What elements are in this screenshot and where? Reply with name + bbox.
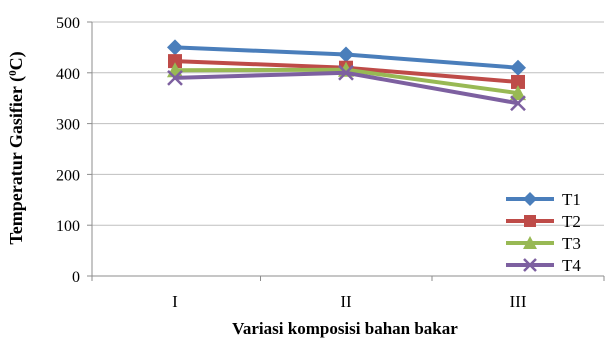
diamond-marker xyxy=(167,39,183,56)
legend-label: T4 xyxy=(562,256,581,275)
diamond-marker xyxy=(510,59,526,76)
legend: T1 T2 T3 T4 xyxy=(506,190,581,275)
legend-item-t1: T1 xyxy=(506,190,581,209)
x-axis-label: Variasi komposisi bahan bakar xyxy=(232,319,458,338)
x-tick-label: III xyxy=(510,292,527,311)
series-group xyxy=(167,39,526,112)
y-axis-label: Temperatur Gasifier (0C) xyxy=(6,51,27,244)
y-tick-label: 400 xyxy=(56,66,80,83)
legend-item-t4: T4 xyxy=(506,256,581,275)
y-tick-label: 0 xyxy=(72,269,80,286)
legend-item-t2: T2 xyxy=(506,212,581,231)
x-marker xyxy=(338,64,354,81)
square-marker xyxy=(511,74,525,89)
triangle-marker xyxy=(523,236,537,249)
x-marker xyxy=(510,95,526,112)
x-axis-ticks: I II III xyxy=(91,276,605,311)
legend-item-t3: T3 xyxy=(506,234,581,253)
y-axis-ticks: 0 100 200 300 400 500 xyxy=(56,15,92,286)
x-marker xyxy=(167,69,183,86)
y-tick-label: 200 xyxy=(56,167,80,184)
y-tick-label: 300 xyxy=(56,117,80,134)
x-tick-label: II xyxy=(340,292,352,311)
square-marker xyxy=(524,215,536,227)
series-t1 xyxy=(167,39,526,76)
series-t4 xyxy=(167,64,526,112)
x-marker xyxy=(523,258,537,272)
legend-label: T1 xyxy=(562,190,581,209)
square-marker xyxy=(168,54,182,69)
diamond-marker xyxy=(523,192,537,206)
triangle-marker xyxy=(510,85,526,101)
diamond-marker xyxy=(338,46,354,63)
legend-label: T3 xyxy=(562,234,581,253)
y-tick-label: 100 xyxy=(56,218,80,235)
y-tick-label: 500 xyxy=(56,15,80,32)
legend-label: T2 xyxy=(562,212,581,231)
x-tick-label: I xyxy=(172,292,178,311)
